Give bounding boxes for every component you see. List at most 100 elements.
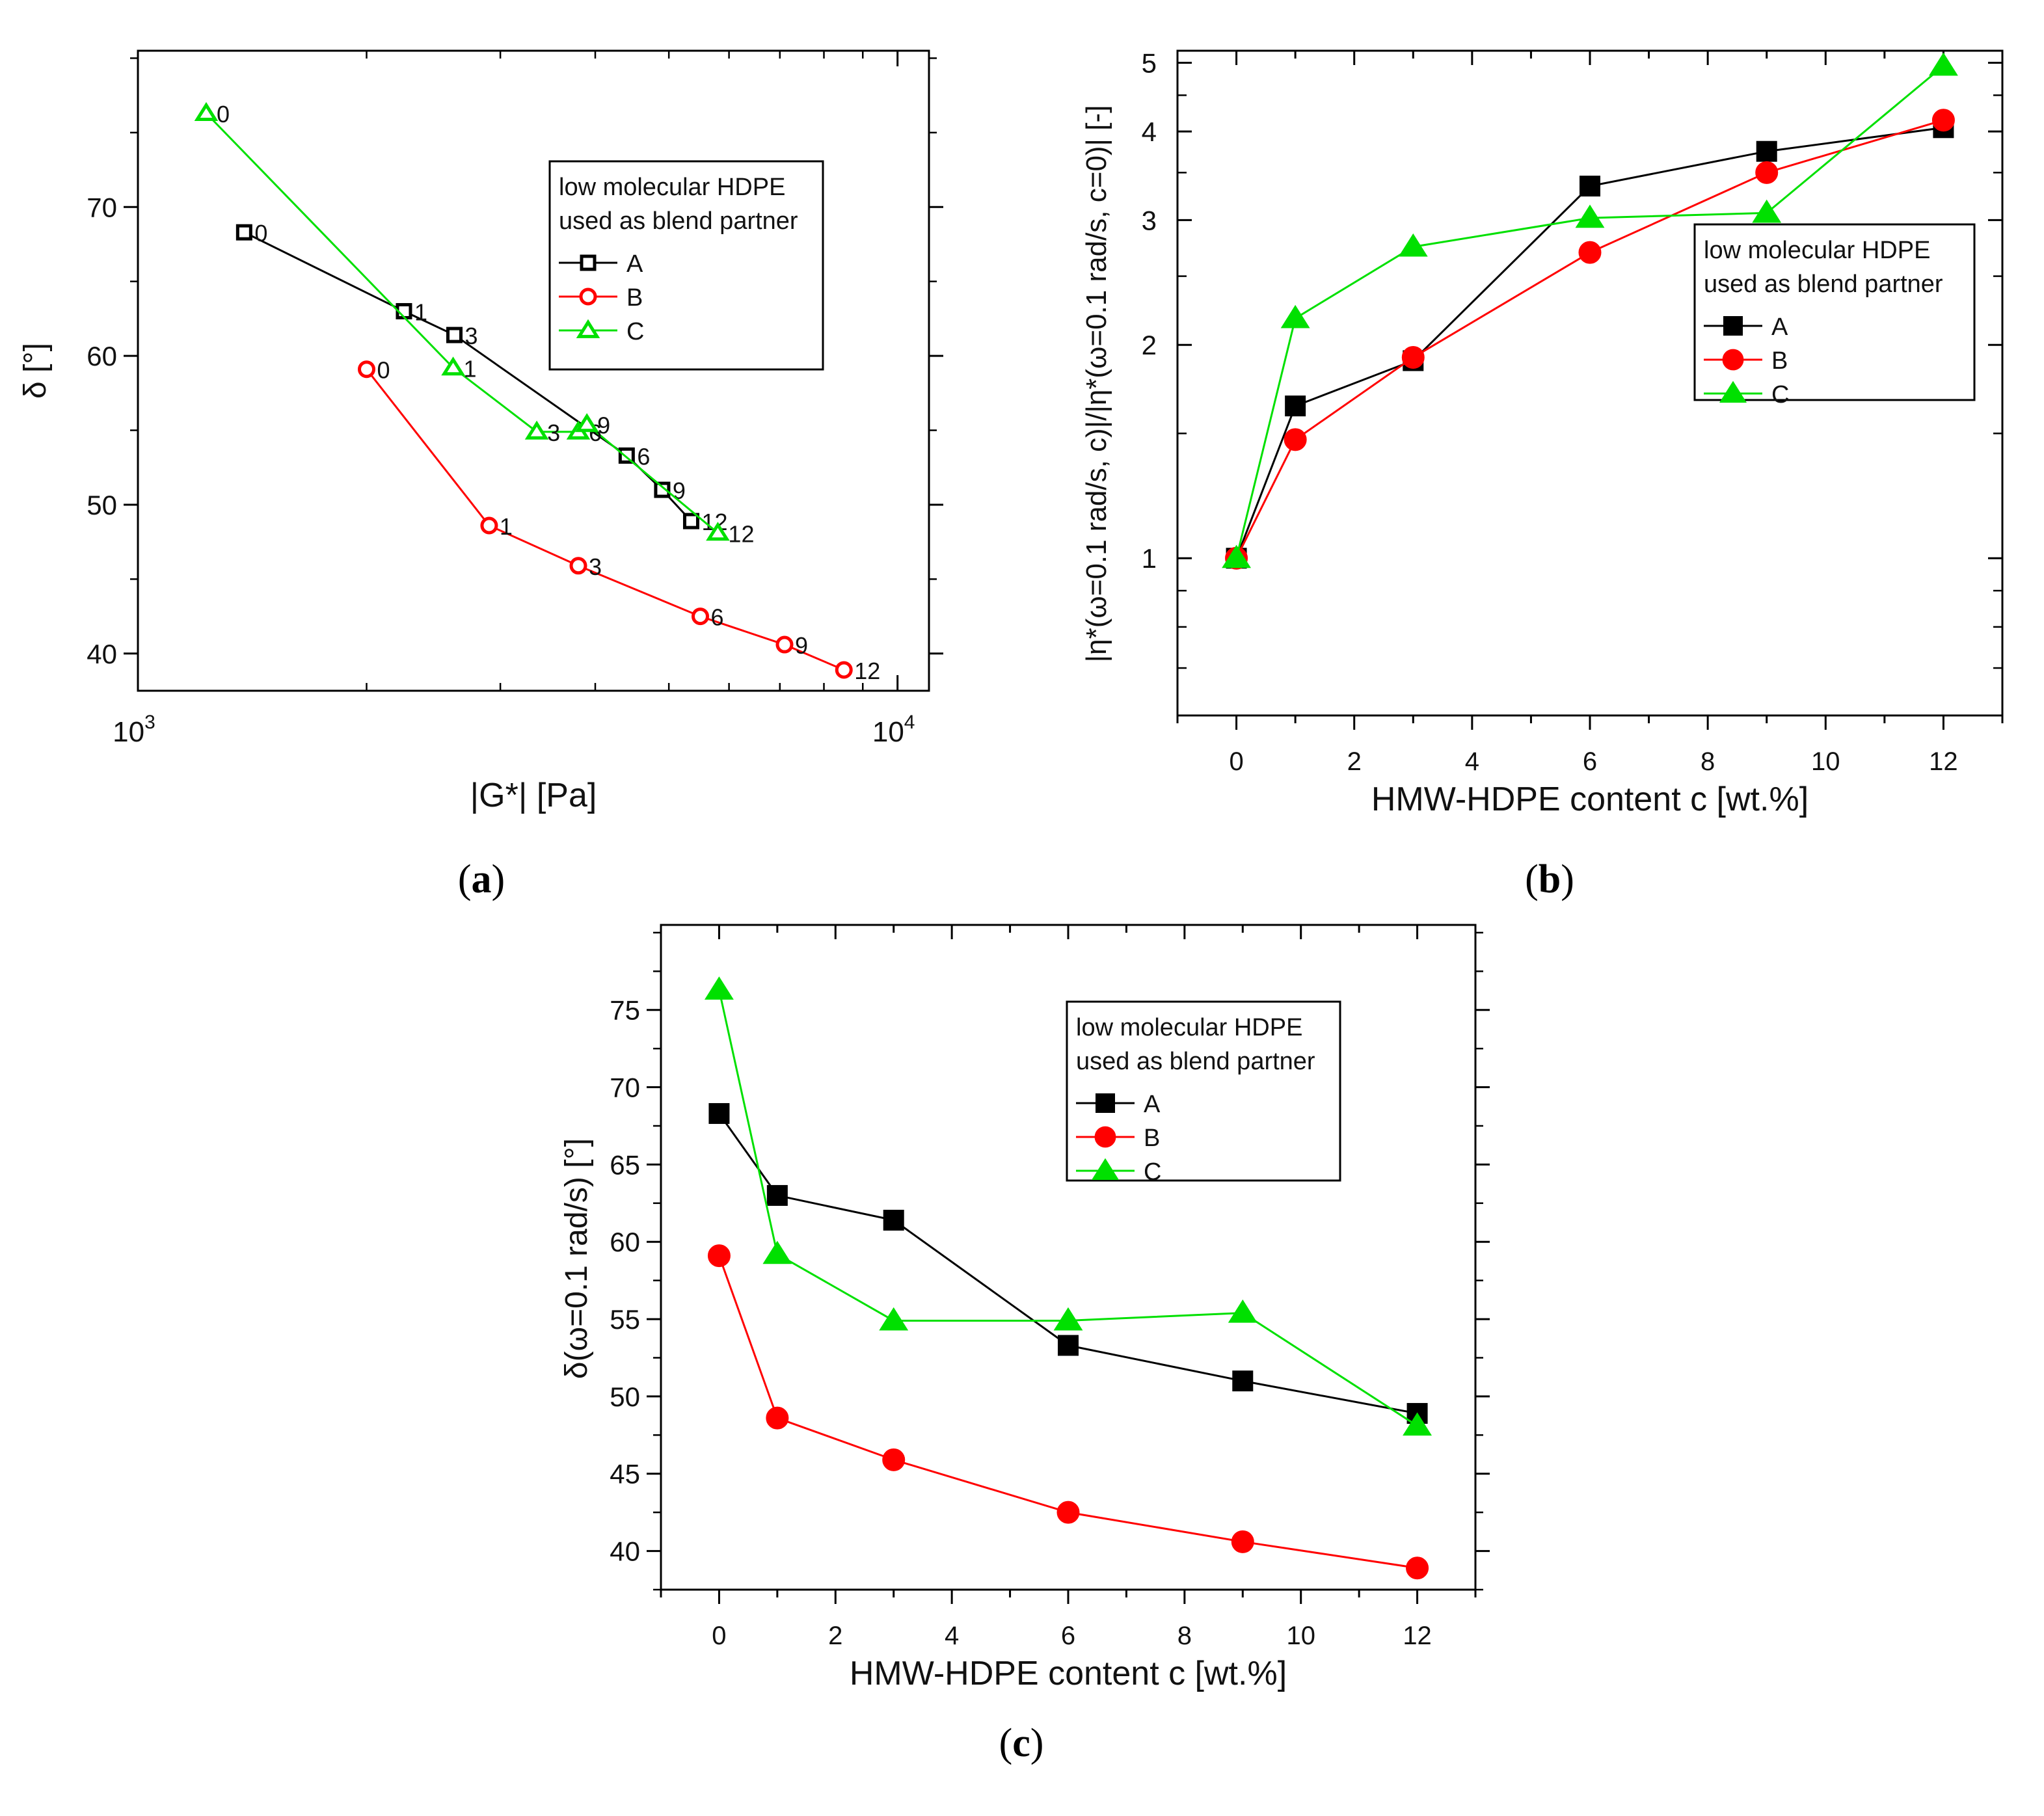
legend-marker (580, 254, 597, 271)
point-label: 6 (710, 604, 723, 631)
x-tick-label: 103 (113, 712, 155, 748)
data-point (1228, 1299, 1257, 1323)
panel-caption: (b) (1525, 857, 1574, 901)
data-point (1931, 109, 1955, 132)
point-label: 3 (589, 554, 602, 580)
legend-marker (1094, 1126, 1116, 1148)
x-axis-label: HMW-HDPE content c [wt.%] (1371, 781, 1809, 818)
x-tick-label: 8 (1177, 1622, 1192, 1650)
data-point (1575, 204, 1605, 228)
data-point (1280, 304, 1310, 328)
x-tick-label: 12 (1403, 1622, 1432, 1650)
legend-title: low molecular HDPE (1704, 237, 1930, 264)
data-point (1756, 140, 1777, 162)
point-label: 0 (217, 101, 230, 127)
x-tick-label: 0 (712, 1622, 726, 1650)
series-line (718, 1255, 1418, 1569)
data-point (1398, 233, 1428, 257)
series-A (1226, 117, 1954, 569)
x-tick-label: 10 (1286, 1622, 1315, 1650)
data-point (1056, 1501, 1080, 1524)
y-tick-label: 70 (87, 192, 117, 222)
data-point (654, 481, 671, 498)
data-point (194, 101, 219, 121)
x-tick-label: 12 (1929, 747, 1958, 776)
y-axis-label: |η*(ω=0.1 rad/s, c)|/|η*(ω=0.1 rad/s, c=… (1081, 105, 1112, 663)
legend-label: C (1144, 1158, 1161, 1186)
series-line (1235, 119, 1944, 559)
y-tick-label: 55 (610, 1304, 640, 1335)
legend-box (1066, 1000, 1341, 1182)
y-tick-label: 5 (1142, 48, 1157, 79)
y-axis: 40 45 50 55 60 65 70 75 (610, 931, 1490, 1591)
data-point (1403, 1412, 1432, 1436)
y-tick-label: 1 (1142, 543, 1157, 574)
x-axis: 103 104 (113, 51, 915, 748)
legend-title: used as blend partner (559, 207, 798, 235)
y-tick-label: 75 (610, 995, 640, 1026)
y-tick-label: 2 (1142, 330, 1157, 360)
x-tick-label: 6 (1583, 747, 1597, 776)
x-tick-label: 104 (872, 712, 915, 748)
y-tick-label: 50 (87, 490, 117, 520)
legend-marker (1723, 316, 1743, 336)
data-point (1231, 1530, 1254, 1553)
data-point (707, 1244, 731, 1268)
data-point (835, 661, 853, 679)
data-point (235, 224, 252, 241)
data-point (1580, 176, 1600, 197)
data-point (704, 976, 734, 1000)
point-label: 1 (500, 513, 513, 540)
data-point (1401, 346, 1425, 369)
legend-label: C (626, 318, 644, 345)
point-label: 1 (414, 299, 427, 325)
point-label: 3 (464, 323, 477, 349)
legend-title: used as blend partner (1076, 1048, 1315, 1075)
legend-marker (1096, 1093, 1115, 1113)
data-point (879, 1307, 909, 1331)
series-C (704, 976, 1432, 1436)
data-point (682, 513, 699, 529)
data-point (1284, 428, 1307, 451)
legend-box (1693, 223, 1976, 401)
series-line (205, 113, 719, 534)
legend-marker (1719, 381, 1747, 403)
x-axis: 0 2 4 6 8 10 12 (660, 925, 1477, 1650)
legend-label: B (1771, 347, 1788, 375)
x-tick-label: 8 (1701, 747, 1715, 776)
data-point (766, 1184, 788, 1206)
point-label: 6 (637, 443, 650, 470)
y-axis-label: δ [°] (18, 343, 53, 399)
legend: low molecular HDPE used as blend partner A… (1693, 223, 1976, 408)
x-tick-label: 10 (1811, 747, 1840, 776)
point-label: 0 (377, 357, 390, 384)
y-tick-label: 60 (87, 341, 117, 371)
data-point (1578, 241, 1602, 264)
legend: low molecular HDPE used as blend partner A… (548, 160, 824, 371)
y-tick-label: 45 (610, 1459, 640, 1489)
y-axis: 1 2 3 4 5 (1142, 48, 2002, 717)
series-line (1235, 126, 1944, 559)
series-line (718, 989, 1418, 1427)
legend-label: B (1144, 1125, 1160, 1152)
data-point (691, 608, 709, 626)
data-point (1928, 52, 1958, 76)
legend-label: A (1771, 314, 1788, 341)
data-point (574, 413, 599, 433)
data-point (1232, 1370, 1254, 1392)
series-C: 0 1 3 6 9 12 (194, 101, 754, 547)
data-point (1285, 395, 1306, 417)
x-tick-label: 2 (828, 1622, 842, 1650)
series-line (366, 368, 844, 671)
data-point (1752, 199, 1782, 223)
legend-marker (1091, 1158, 1120, 1181)
chart-panel-c: 0 2 4 6 8 10 12 40 45 50 55 60 65 70 75 HMW-HDPE conten… (559, 924, 1490, 1765)
data-point (1406, 1556, 1429, 1580)
y-tick-label: 4 (1142, 116, 1157, 147)
data-point (1222, 544, 1252, 568)
